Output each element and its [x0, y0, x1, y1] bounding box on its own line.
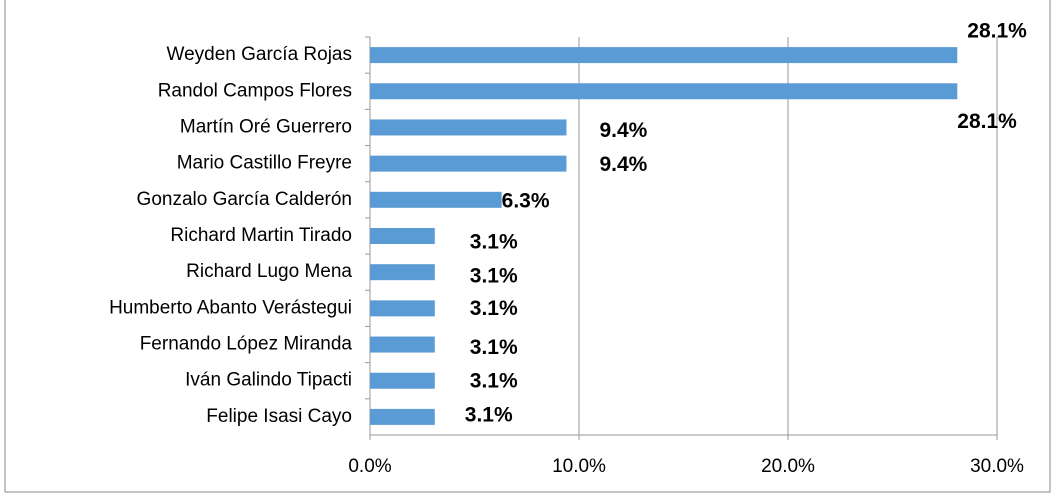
- value-label: 3.1%: [470, 231, 518, 254]
- bar: [370, 228, 435, 244]
- bar: [370, 264, 435, 281]
- y-tick-label: Richard Lugo Mena: [186, 261, 352, 282]
- y-tick-label: Richard Martin Tirado: [170, 225, 352, 246]
- y-tick-label: Randol Campos Flores: [158, 80, 352, 101]
- value-label: 3.1%: [470, 265, 518, 288]
- bar: [370, 47, 958, 64]
- bar: [370, 300, 435, 317]
- y-tick-label: Gonzalo García Calderón: [137, 189, 352, 210]
- value-label: 28.1%: [957, 110, 1017, 133]
- bar: [370, 372, 435, 389]
- y-tick-label: Mario Castillo Freyre: [177, 153, 352, 174]
- y-tick-label: Iván Galindo Tipacti: [185, 370, 352, 391]
- value-label: 3.1%: [465, 403, 513, 426]
- bar: [370, 191, 502, 208]
- value-label: 3.1%: [470, 369, 518, 392]
- value-label: 28.1%: [967, 20, 1027, 43]
- value-label: 3.1%: [470, 336, 518, 359]
- chart-border: [4, 0, 1051, 493]
- value-label: 3.1%: [470, 297, 518, 320]
- value-label: 6.3%: [502, 189, 550, 212]
- bar: [370, 155, 567, 172]
- y-tick-label: Humberto Abanto Verástegui: [109, 297, 352, 318]
- bar: [370, 408, 435, 425]
- y-tick-label: Fernando López Miranda: [140, 334, 353, 355]
- x-tick-label: 10.0%: [552, 456, 606, 477]
- y-tick-label: Weyden García Rojas: [166, 44, 352, 65]
- x-tick-label: 30.0%: [970, 456, 1024, 477]
- y-tick-label: Martín Oré Guerrero: [180, 116, 352, 137]
- x-tick-label: 0.0%: [348, 456, 391, 477]
- x-tick-label: 20.0%: [761, 456, 815, 477]
- y-tick-label: Felipe Isasi Cayo: [206, 406, 352, 427]
- value-label: 9.4%: [599, 119, 647, 142]
- bar: [370, 119, 567, 136]
- bar: [370, 336, 435, 353]
- value-label: 9.4%: [599, 153, 647, 176]
- bar: [370, 83, 958, 100]
